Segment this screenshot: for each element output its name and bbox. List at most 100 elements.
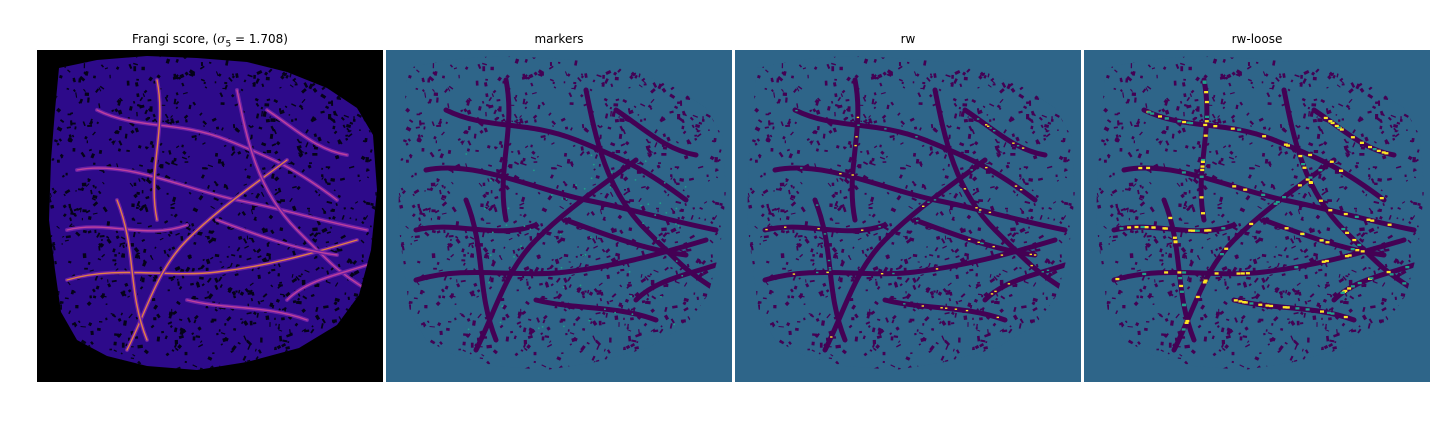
segment-blob [1297, 184, 1302, 187]
marker-dot [675, 207, 678, 210]
segment-blob [795, 109, 798, 112]
segment-blob [1308, 181, 1313, 184]
marker-dot [590, 154, 593, 157]
segment-blob [1369, 277, 1374, 280]
segment-blob [1173, 240, 1178, 243]
marker-dot [677, 225, 680, 227]
segment-blob [1357, 281, 1362, 285]
segment-blob [784, 226, 787, 228]
segment-blob [1343, 315, 1348, 319]
segment-blob [1381, 151, 1386, 154]
segment-blob [1320, 310, 1324, 313]
marker-dot [589, 236, 592, 239]
segment-blob [1238, 300, 1243, 303]
segment-blob [1341, 227, 1346, 231]
marker-dot [604, 308, 606, 311]
segment-blob [1245, 272, 1250, 275]
segment-blob [1354, 215, 1359, 218]
segment-blob [1308, 153, 1313, 157]
marker-dot [465, 153, 468, 155]
tissue-region [49, 56, 377, 370]
segment-blob [1302, 166, 1307, 169]
segment-blob [1282, 196, 1287, 199]
segment-blob [916, 220, 919, 222]
segment-blob [1366, 218, 1371, 221]
marker-dot [631, 313, 634, 316]
segment-blob [1151, 226, 1156, 229]
segment-blob [1285, 306, 1290, 309]
segment-blob [1191, 229, 1195, 232]
tissue-group [1096, 56, 1424, 370]
segment-blob [1352, 238, 1357, 242]
segment-blob [1389, 273, 1394, 276]
segment-blob [976, 118, 980, 120]
vessel [500, 77, 512, 223]
segment-blob [1301, 163, 1306, 166]
segment-blob [1262, 135, 1267, 138]
segment-blob [878, 226, 881, 228]
segment-blob [1368, 145, 1372, 149]
segment-blob [1029, 253, 1032, 256]
segment-blob [1347, 287, 1352, 290]
sigma-symbol: σ [217, 32, 226, 46]
segment-blob [1298, 154, 1303, 158]
segment-blob [1242, 301, 1247, 304]
segment-blob [1021, 147, 1025, 149]
segment-blob [1168, 216, 1173, 220]
vessel-highlight [216, 219, 338, 256]
segment-blob [1327, 311, 1331, 314]
segment-blob [965, 309, 969, 312]
segment-blob [1182, 271, 1187, 274]
segment-blob [915, 136, 918, 138]
segment-blob [1321, 260, 1326, 263]
marker-dot [660, 295, 662, 298]
segment-blob [979, 209, 982, 211]
rw-loose-image [1084, 50, 1430, 382]
marker-dot [584, 253, 587, 256]
segment-blob [985, 166, 988, 169]
segment-blob [800, 167, 803, 169]
marker-dot [560, 266, 563, 269]
vessel-highlight [116, 199, 148, 341]
marker-dot [533, 169, 535, 172]
marker-dot [583, 187, 586, 190]
rw-loose-title: rw-loose [1231, 32, 1283, 46]
tissue-texture [747, 56, 1075, 370]
marker-dot [499, 321, 502, 324]
segment-blob [1115, 277, 1120, 281]
segment-blob [996, 316, 999, 319]
segment-blob [1359, 141, 1364, 144]
marker-dot [489, 179, 492, 182]
marker-dot [575, 184, 577, 187]
segment-blob [1199, 175, 1204, 178]
marker-dot [640, 204, 642, 207]
segment-blob [792, 273, 796, 275]
segment-blob [1324, 259, 1329, 263]
segment-blob [1203, 123, 1208, 127]
segment-blob [1030, 264, 1033, 267]
segment-blob [1200, 168, 1205, 172]
segment-blob [1240, 272, 1245, 275]
segment-blob [1202, 81, 1207, 84]
segment-blob [1328, 209, 1333, 212]
segment-blob [1182, 120, 1187, 124]
segment-blob [827, 259, 831, 262]
segment-blob [1318, 169, 1323, 172]
marker-dot [659, 202, 662, 205]
vessel-highlight [286, 264, 368, 301]
segment-blob [1330, 312, 1335, 315]
tissue-group [747, 56, 1075, 370]
vessel [633, 262, 719, 303]
segment-blob [1140, 225, 1145, 229]
segment-blob [1233, 299, 1238, 302]
segment-blob [1138, 166, 1143, 170]
vessel-highlight [266, 109, 348, 156]
vessel [822, 157, 988, 353]
vessel [1198, 77, 1210, 223]
segment-blob [830, 336, 833, 338]
segment-blob [1350, 248, 1355, 251]
segment-blob [1207, 229, 1212, 232]
segment-blob [987, 125, 990, 127]
segment-blob [1273, 202, 1278, 205]
segment-blob [1188, 229, 1193, 232]
